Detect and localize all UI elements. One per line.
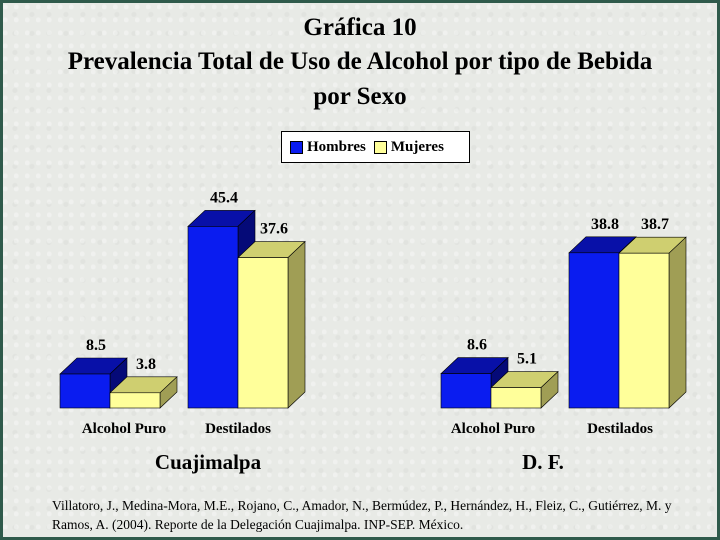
legend-swatch-mujeres (373, 140, 387, 154)
legend-label-hombres: Hombres (307, 138, 366, 155)
bar-0-0-0 (59, 373, 111, 409)
bar-1-0-0 (440, 373, 492, 409)
bar-0-1-0 (187, 226, 239, 409)
legend: Hombres Mujeres (281, 131, 470, 163)
bar-1-0-1 (490, 387, 542, 409)
data-label-0-0-0: 8.5 (86, 337, 106, 354)
chart-label-1: D. F. (522, 450, 564, 474)
data-label-0-0-1: 3.8 (136, 356, 156, 373)
chart-label-0: Cuajimalpa (155, 450, 262, 474)
data-label-1-0-1: 5.1 (517, 351, 537, 368)
data-label-1-1-0: 38.8 (591, 216, 619, 233)
chart-title-line-2: Prevalencia Total de Uso de Alcohol por … (67, 48, 653, 75)
citation: Villatoro, J., Medina-Mora, M.E., Rojano… (52, 498, 672, 532)
chart-title-line-3: por Sexo (313, 83, 407, 110)
category-label-0-0: Alcohol Puro (82, 421, 166, 437)
data-label-0-1-1: 37.6 (260, 221, 288, 238)
data-label-1-1-1: 38.7 (641, 216, 669, 233)
bar-side-1-1-1 (668, 236, 687, 409)
data-label-0-1-0: 45.4 (210, 189, 238, 206)
bar-0-0-1 (109, 392, 161, 409)
legend-swatch-hombres (290, 140, 303, 154)
bar-0-1-1 (237, 257, 289, 409)
category-label-0-1: Destilados (205, 421, 271, 437)
chart-title-line-1: Gráfica 10 (303, 14, 417, 41)
category-label-1-1: Destilados (587, 421, 653, 437)
bar-1-1-0 (568, 252, 620, 409)
bar-side-0-1-1 (287, 240, 306, 409)
legend-label-mujeres: Mujeres (390, 138, 444, 155)
data-label-1-0-0: 8.6 (467, 337, 487, 354)
bar-1-1-1 (618, 252, 670, 409)
category-label-1-0: Alcohol Puro (451, 421, 535, 437)
